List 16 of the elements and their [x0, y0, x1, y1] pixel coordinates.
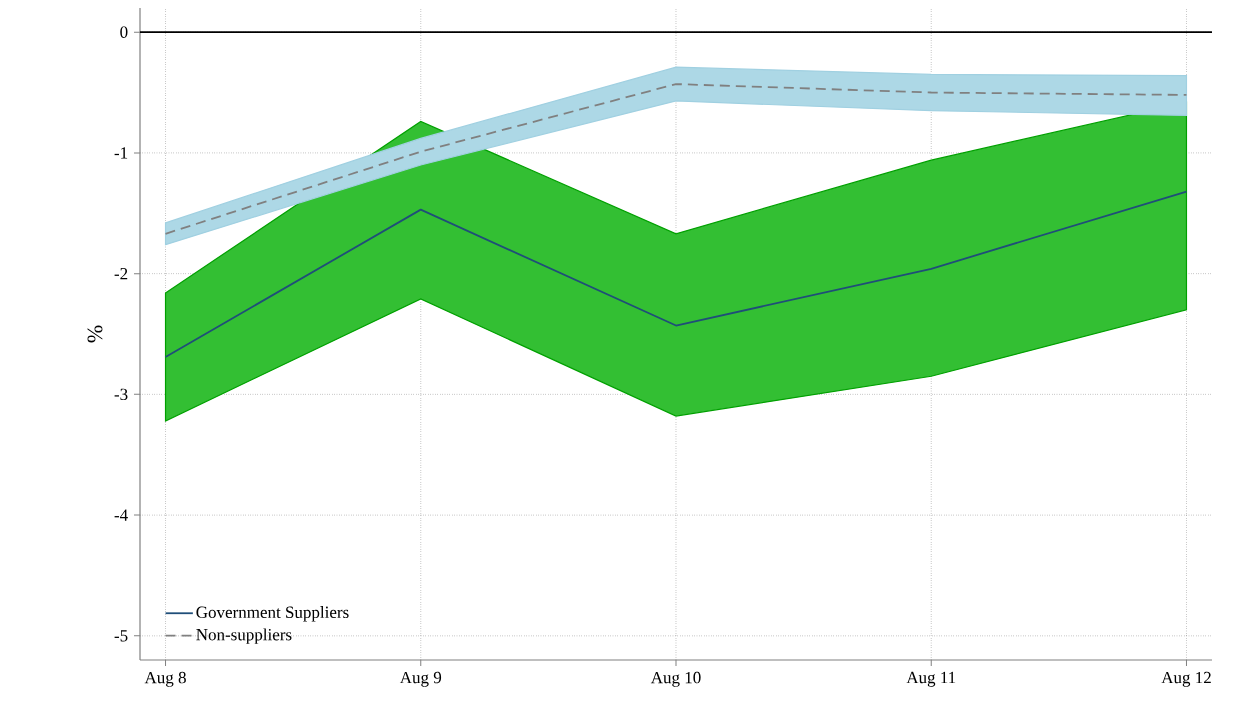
- legend-label: Government Suppliers: [196, 606, 349, 622]
- y-tick-label: -5: [114, 630, 128, 642]
- x-tick-label: Aug 8: [144, 671, 186, 687]
- x-tick-label: Aug 10: [650, 671, 701, 687]
- x-tick-label: Aug 12: [1161, 671, 1211, 687]
- y-tick-label: -4: [114, 509, 128, 521]
- legend-label: Non-suppliers: [196, 628, 292, 644]
- y-tick-label: -1: [114, 147, 128, 159]
- y-tick-label: -2: [114, 268, 128, 280]
- y-axis-title: %: [87, 325, 103, 343]
- y-tick-label: -3: [114, 388, 128, 401]
- line-series: [164, 190, 1188, 358]
- line-series: [164, 83, 1188, 235]
- y-tick-label: 0: [120, 26, 128, 38]
- x-tick-label: Aug 11: [906, 671, 956, 687]
- x-tick-label: Aug 9: [399, 671, 442, 687]
